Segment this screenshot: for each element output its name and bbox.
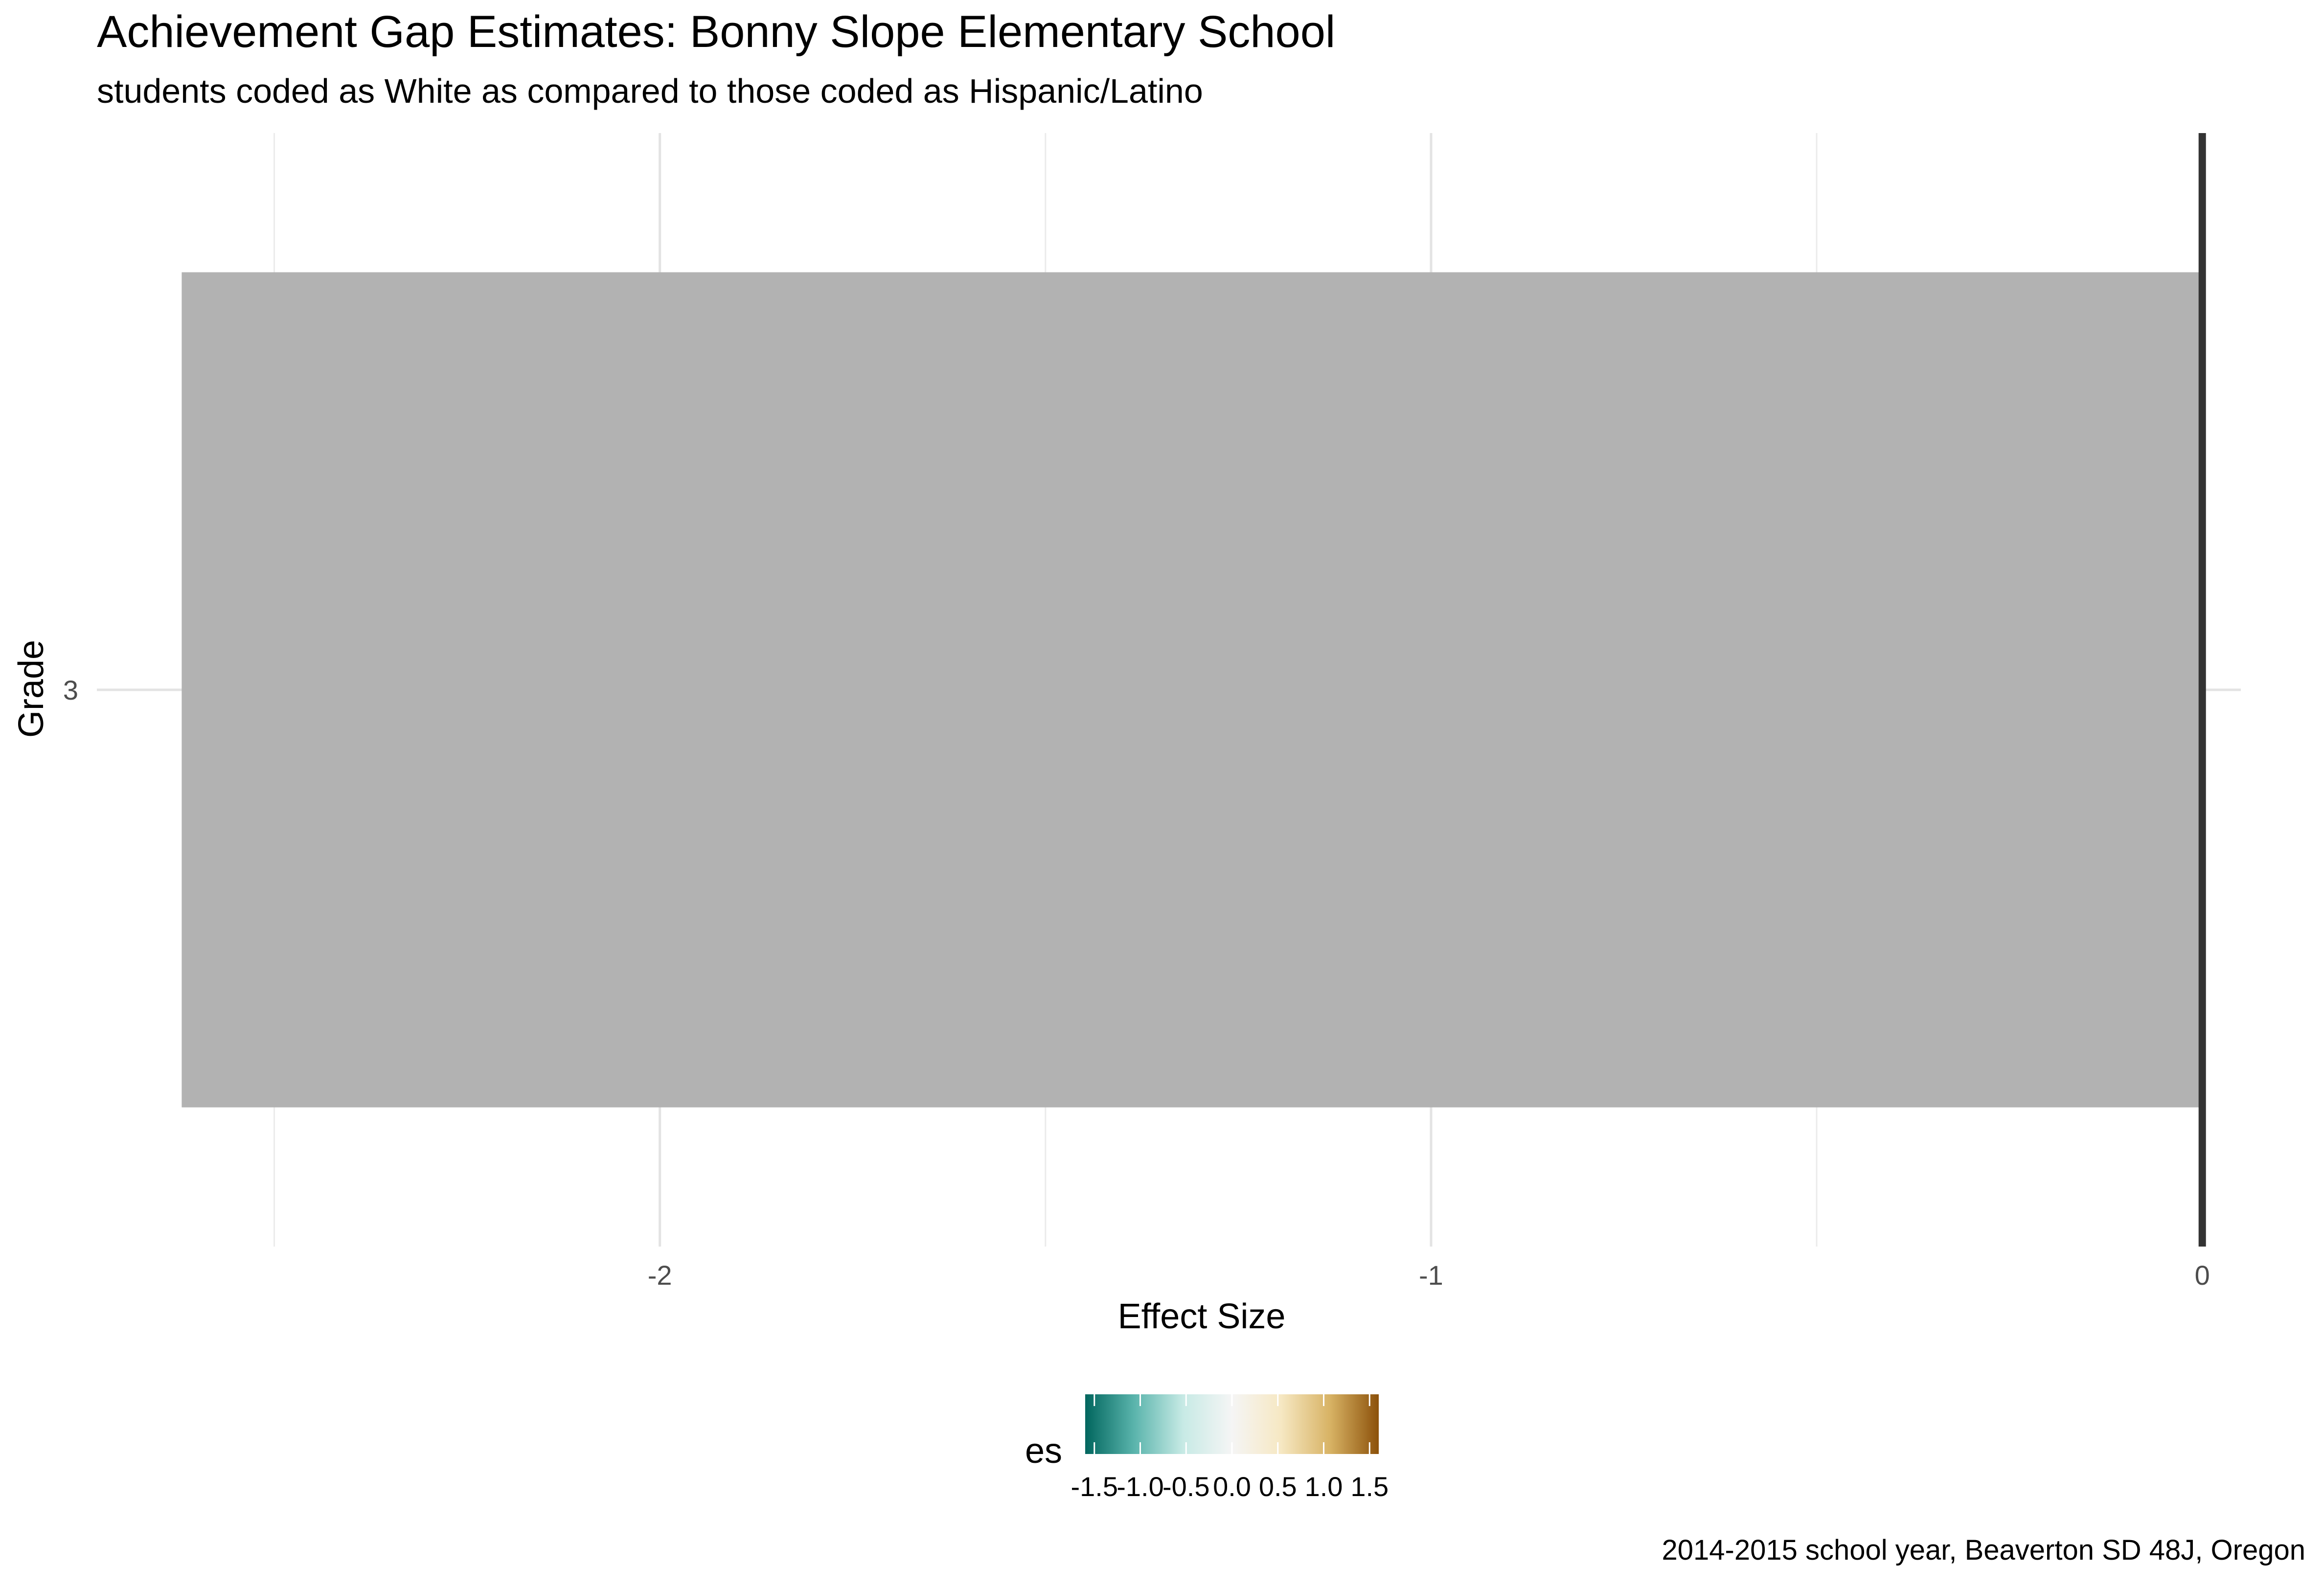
legend-tick-label: 1.0 xyxy=(1305,1471,1343,1502)
x-tick-label: 0 xyxy=(2195,1260,2210,1291)
x-axis-title: Effect Size xyxy=(1118,1297,1286,1336)
legend-tick-label: 0.5 xyxy=(1259,1471,1297,1502)
legend: es -1.5-1.0-0.5 0.0 0.5 1.0 1.5 xyxy=(1025,1394,1389,1502)
chart-title: Achievement Gap Estimates: Bonny Slope E… xyxy=(97,7,1335,57)
legend-title: es xyxy=(1025,1431,1062,1471)
legend-ticks: -1.5-1.0-0.5 0.0 0.5 1.0 1.5 xyxy=(1071,1394,1389,1502)
bar-layer xyxy=(182,272,2203,1108)
legend-tick-label: 1.5 xyxy=(1350,1471,1389,1502)
legend-tick-label: 0.0 xyxy=(1213,1471,1251,1502)
x-tick-label: -1 xyxy=(1419,1260,1443,1291)
x-tick-label: -2 xyxy=(648,1260,672,1291)
y-axis-title: Grade xyxy=(12,640,51,738)
legend-tick-label: -1.5 xyxy=(1071,1471,1118,1502)
y-tick-label: 3 xyxy=(63,675,78,705)
legend-tick-label: -0.5 xyxy=(1162,1471,1210,1502)
bar-grade-3 xyxy=(182,272,2203,1108)
legend-tick-label: -1.0 xyxy=(1116,1471,1164,1502)
chart-caption: 2014-2015 school year, Beaverton SD 48J,… xyxy=(1662,1534,2305,1566)
axis-layer: 3 -2 -1 0 xyxy=(63,675,2210,1291)
chart-subtitle: students coded as White as compared to t… xyxy=(97,72,1203,110)
